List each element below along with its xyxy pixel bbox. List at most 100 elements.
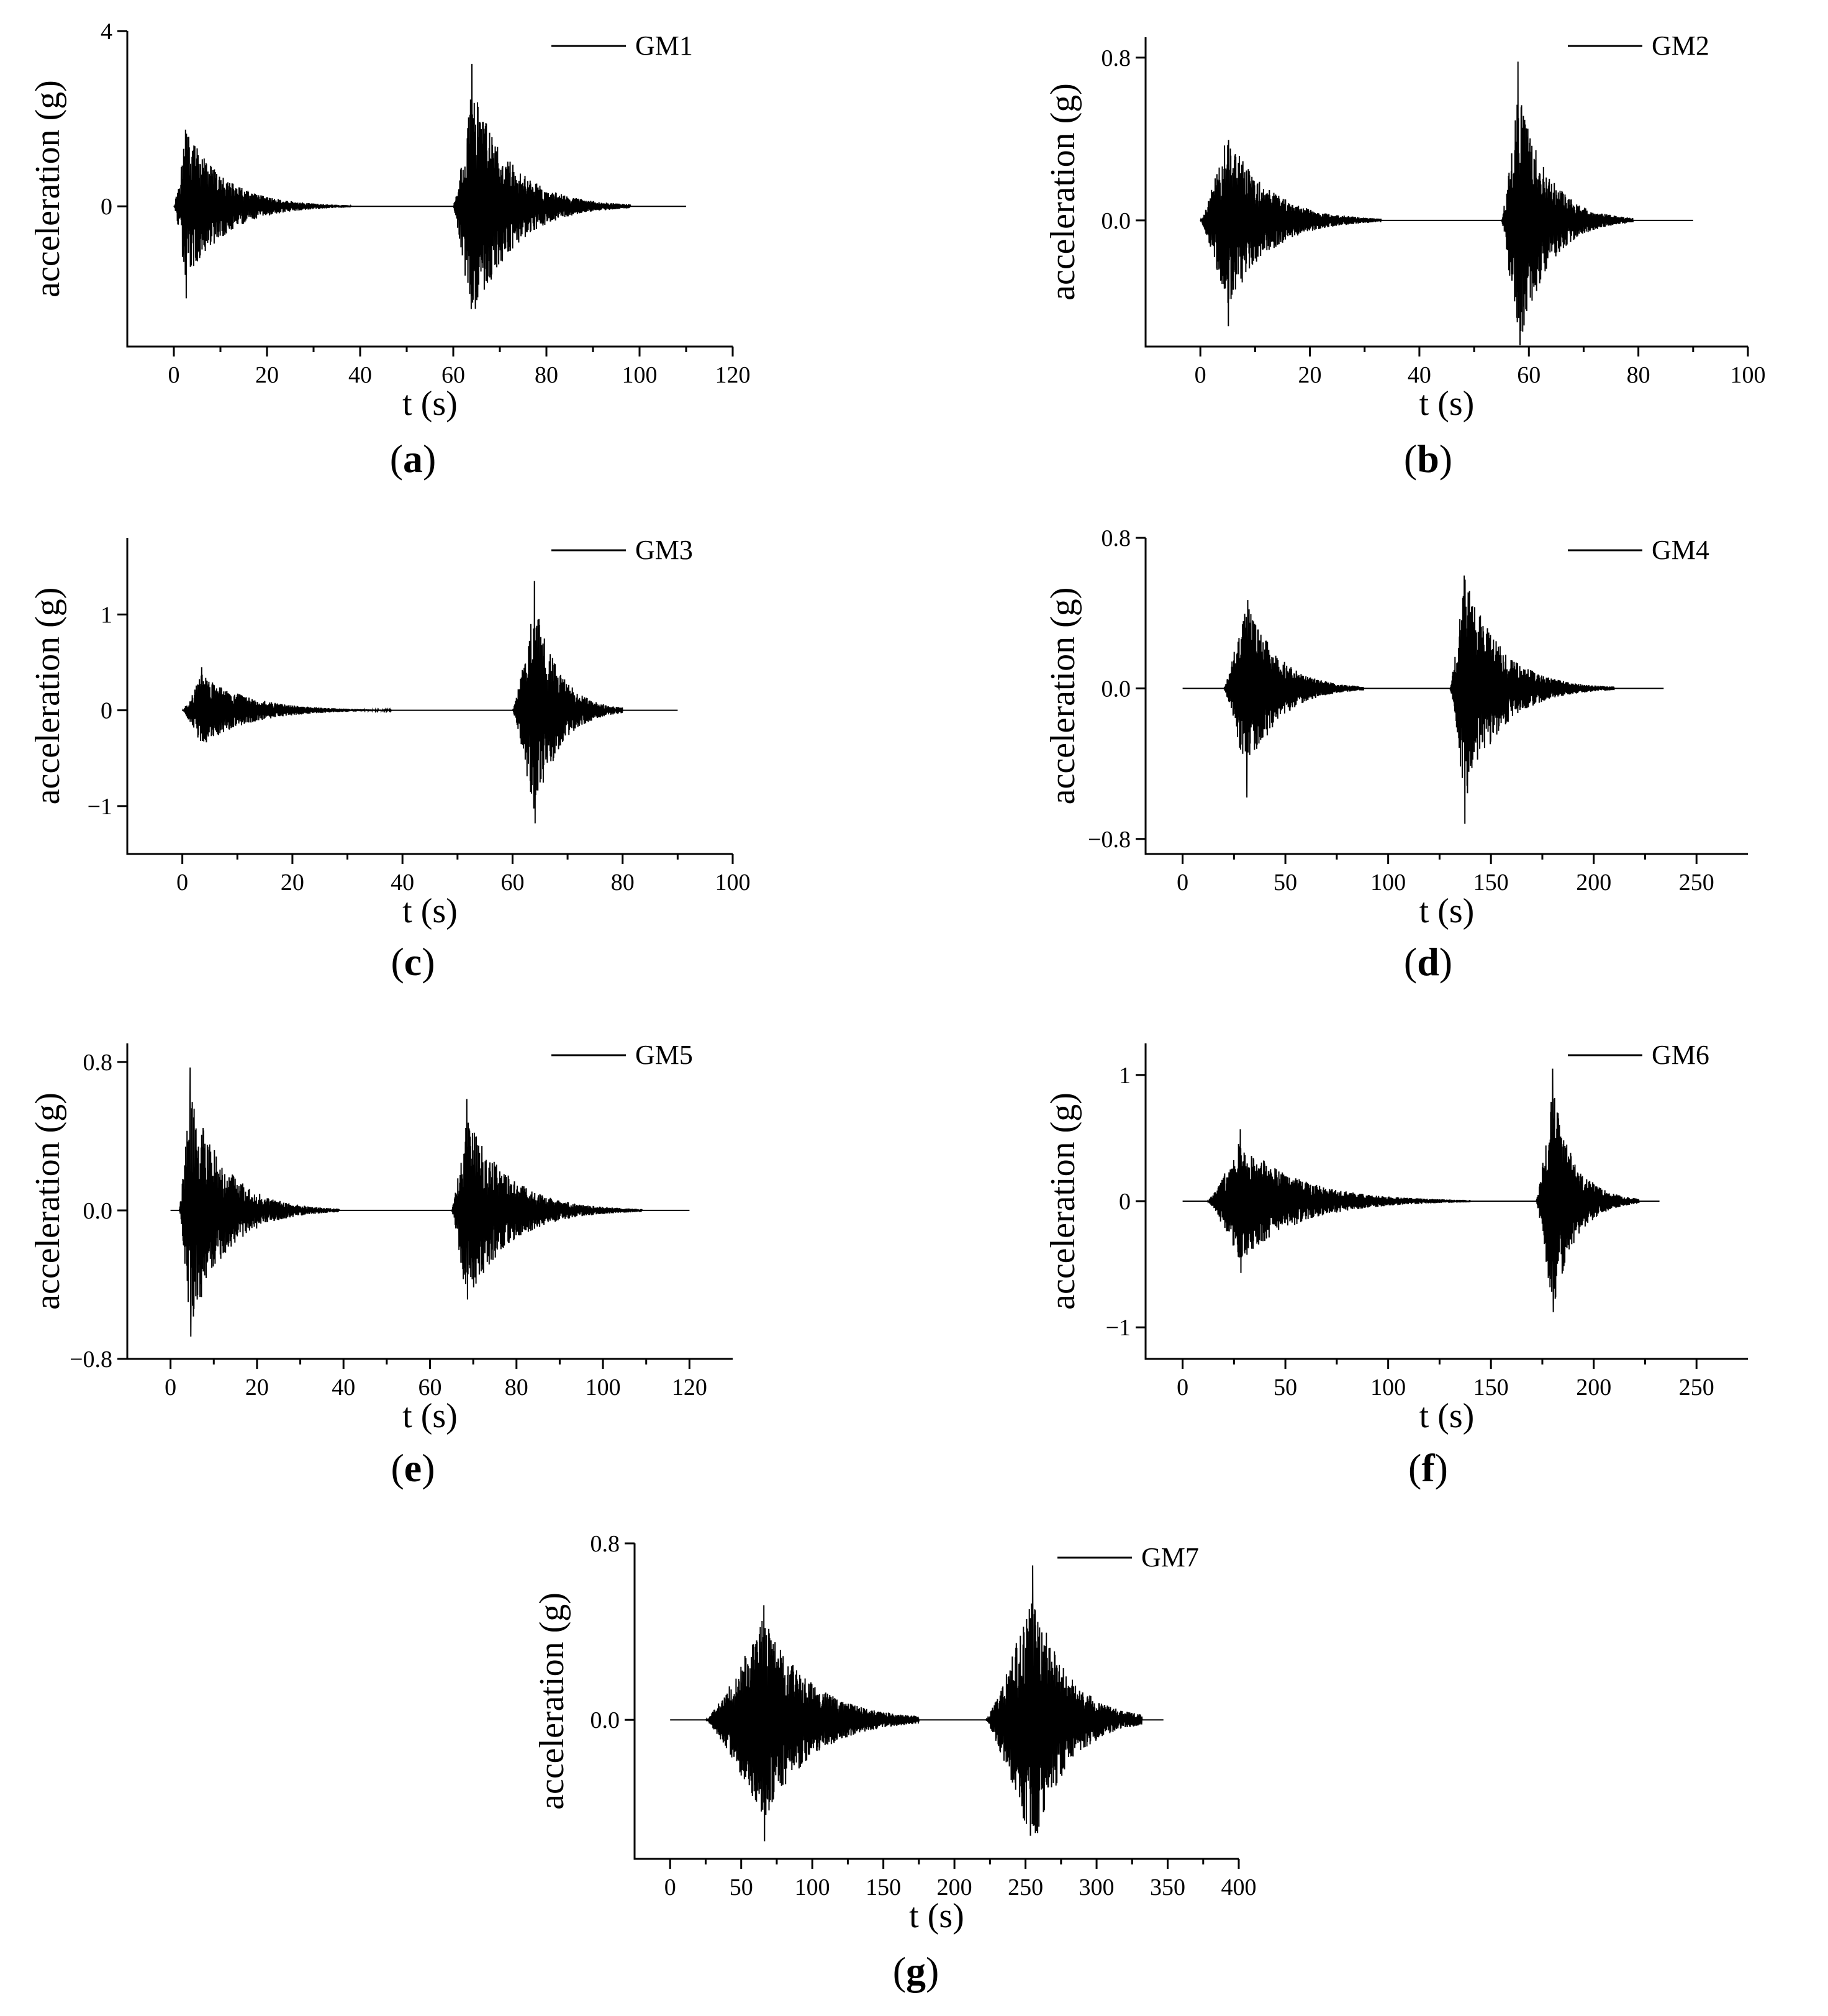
x-tick-label: 40 — [348, 362, 372, 388]
x-tick-label: 0 — [1177, 1374, 1188, 1401]
x-tick-label: 60 — [441, 362, 465, 388]
y-tick-label: −0.8 — [1088, 827, 1131, 853]
x-axis-label: t (s) — [1419, 384, 1475, 423]
legend-label: GM6 — [1652, 1040, 1709, 1070]
y-tick-label: 0.0 — [83, 1198, 113, 1224]
x-axis-label: t (s) — [1419, 1397, 1475, 1435]
x-tick-label: 0 — [176, 870, 188, 896]
series-line-GM6 — [1182, 1068, 1660, 1312]
x-tick-label: 0 — [1177, 870, 1188, 896]
panel-caption: (f) — [1408, 1446, 1448, 1490]
x-tick-label: 60 — [500, 870, 524, 896]
y-tick-label: 0.0 — [590, 1707, 620, 1733]
x-tick-label: 400 — [1221, 1874, 1257, 1900]
axes-frame — [1144, 538, 1748, 855]
x-tick-label: 40 — [1408, 362, 1431, 388]
x-tick-label: 300 — [1079, 1874, 1115, 1900]
y-tick-label: −1 — [88, 794, 112, 820]
x-tick-label: 50 — [1274, 1374, 1297, 1401]
x-tick-label: 0 — [165, 1374, 176, 1401]
chart-panel-b: 0 20 40 60 80 100 0.0 0.8 t (s) acceleration (g) G… — [1044, 30, 1766, 481]
axes-frame — [126, 31, 733, 348]
y-axis-label: acceleration (g) — [1044, 83, 1082, 301]
x-tick-label: 250 — [1679, 870, 1714, 896]
axes-frame — [126, 538, 733, 855]
y-tick-label: 0.8 — [1102, 525, 1131, 552]
y-axis-label: acceleration (g) — [29, 80, 67, 297]
y-tick-label: 4 — [101, 19, 112, 45]
y-tick-label: 1 — [1119, 1063, 1131, 1089]
legend-label: GM2 — [1652, 30, 1709, 61]
x-tick-label: 20 — [281, 870, 304, 896]
x-tick-label: 100 — [795, 1874, 830, 1900]
x-axis-label: t (s) — [1419, 892, 1475, 930]
panel-caption: (b) — [1404, 437, 1452, 481]
x-tick-label: 0 — [1195, 362, 1206, 388]
y-tick-label: 1 — [101, 602, 112, 628]
x-axis-label: t (s) — [909, 1897, 964, 1935]
x-tick-label: 80 — [1627, 362, 1650, 388]
y-axis-label: acceleration (g) — [533, 1592, 571, 1810]
series-line-GM1 — [173, 63, 686, 309]
x-tick-label: 60 — [1517, 362, 1541, 388]
panel-caption: (e) — [391, 1446, 435, 1490]
chart-panel-d: 0 50 100 150 200 250 −0.8 0.0 0.8 t (s) accelerati… — [1044, 525, 1748, 984]
x-tick-label: 100 — [1370, 1374, 1406, 1401]
legend-label: GM3 — [635, 535, 693, 565]
x-tick-label: 80 — [611, 870, 635, 896]
y-tick-label: 0.0 — [1102, 676, 1131, 702]
x-tick-label: 150 — [1473, 870, 1509, 896]
x-tick-label: 100 — [622, 362, 658, 388]
legend-label: GM1 — [635, 30, 693, 61]
y-axis-label: acceleration (g) — [1044, 588, 1082, 805]
x-tick-label: 200 — [1576, 870, 1611, 896]
y-tick-label: 0.8 — [1102, 45, 1131, 71]
x-tick-label: 20 — [245, 1374, 269, 1401]
x-tick-label: 100 — [1731, 362, 1766, 388]
x-tick-label: 150 — [1473, 1374, 1509, 1401]
y-tick-label: 0.0 — [1102, 208, 1131, 234]
y-tick-label: 0 — [101, 698, 112, 724]
series-line-GM7 — [670, 1565, 1164, 1841]
legend-label: GM5 — [635, 1040, 693, 1070]
x-axis-label: t (s) — [402, 892, 458, 930]
x-axis-label: t (s) — [402, 1397, 458, 1435]
y-tick-label: −1 — [1106, 1315, 1131, 1341]
x-tick-label: 0 — [664, 1874, 676, 1900]
x-tick-label: 50 — [1274, 870, 1297, 896]
x-tick-label: 200 — [1576, 1374, 1611, 1401]
y-axis-label: acceleration (g) — [29, 588, 67, 805]
y-tick-label: −0.8 — [70, 1346, 112, 1373]
x-tick-label: 120 — [672, 1374, 707, 1401]
x-tick-label: 60 — [419, 1374, 442, 1401]
panel-caption: (d) — [1404, 940, 1452, 984]
series-line-GM3 — [181, 581, 678, 824]
x-tick-label: 350 — [1150, 1874, 1185, 1900]
x-tick-label: 100 — [586, 1374, 621, 1401]
y-axis-label: acceleration (g) — [1044, 1092, 1082, 1310]
x-tick-label: 80 — [505, 1374, 528, 1401]
panel-caption: (g) — [893, 1949, 939, 1993]
chart-panel-c: 0 20 40 60 80 100 −1 0 1 t (s) acceleration (g) GM3… — [29, 535, 751, 984]
x-tick-label: 100 — [715, 870, 751, 896]
y-tick-label: 0.8 — [590, 1531, 620, 1557]
x-tick-label: 150 — [866, 1874, 901, 1900]
x-axis-label: t (s) — [402, 384, 458, 423]
chart-panel-e: 0 20 40 60 80 100 120 −0.8 0.0 0.8 t (s) accelerati… — [29, 1040, 733, 1490]
axes-frame — [633, 1543, 1239, 1860]
legend-label: GM7 — [1141, 1542, 1199, 1573]
y-tick-label: 0 — [1119, 1189, 1131, 1215]
x-tick-label: 20 — [255, 362, 279, 388]
x-tick-label: 20 — [1298, 362, 1322, 388]
axes-frame — [1144, 37, 1748, 348]
panel-caption: (a) — [390, 437, 437, 481]
x-tick-label: 50 — [730, 1874, 753, 1900]
y-tick-label: 0 — [101, 194, 112, 220]
x-tick-label: 250 — [1008, 1874, 1043, 1900]
x-tick-label: 80 — [535, 362, 558, 388]
series-line-GM4 — [1182, 575, 1664, 824]
x-tick-label: 120 — [715, 362, 751, 388]
series-line-GM2 — [1200, 61, 1693, 345]
x-tick-label: 200 — [937, 1874, 972, 1900]
